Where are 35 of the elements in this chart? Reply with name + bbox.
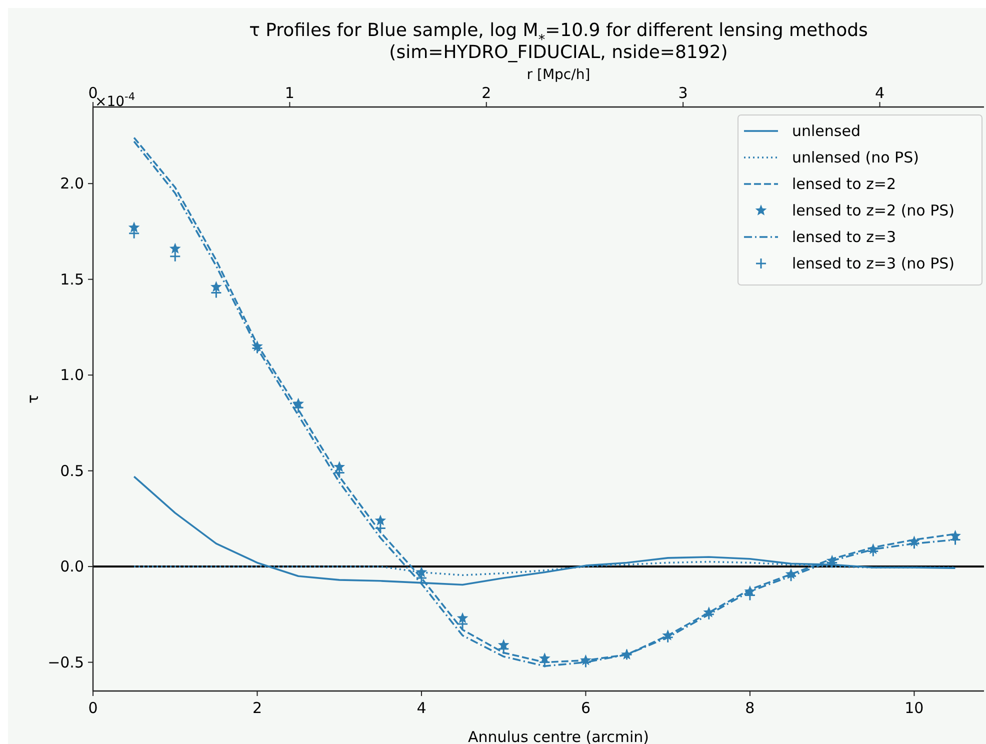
- legend-label: lensed to z=3: [792, 228, 896, 246]
- x2-tick-label: 4: [874, 84, 885, 102]
- point: [169, 242, 181, 254]
- point: [456, 612, 468, 624]
- x2-tick-label: 1: [284, 84, 294, 102]
- x-tick-label: 10: [904, 699, 924, 717]
- legend-label: unlensed (no PS): [792, 148, 919, 166]
- x-tick-label: 2: [252, 699, 262, 717]
- x-tick-label: 0: [88, 699, 98, 717]
- legend-label: unlensed: [792, 122, 860, 140]
- y-tick-label: 2.0: [60, 174, 84, 193]
- point: [169, 250, 181, 262]
- y-tick-label: 0.5: [60, 462, 84, 480]
- legend-label: lensed to z=3 (no PS): [792, 254, 955, 272]
- x-tick-label: 4: [416, 699, 426, 717]
- point: [416, 566, 428, 578]
- x2-tick-label: 0: [88, 84, 98, 102]
- y-tick-label: 0.0: [60, 558, 84, 576]
- y-axis-title: τ: [24, 394, 42, 404]
- legend-label: lensed to z=2: [792, 175, 896, 193]
- point: [334, 460, 346, 472]
- x-axis-title: Annulus centre (arcmin): [468, 728, 650, 744]
- y-tick-label: 1.0: [60, 366, 84, 384]
- x2-tick-label: 2: [482, 84, 492, 102]
- x-tick-label: 8: [745, 699, 755, 717]
- point: [210, 280, 222, 292]
- point: [128, 222, 140, 232]
- x2-axis-title: r [Mpc/h]: [526, 67, 590, 83]
- legend-label: lensed to z=2 (no PS): [792, 202, 955, 220]
- point: [374, 514, 386, 526]
- y-tick-label: −0.5: [48, 653, 84, 672]
- x2-tick-label: 3: [678, 84, 688, 102]
- x-tick-label: 6: [580, 699, 590, 717]
- y-tick-label: 1.5: [60, 270, 84, 288]
- point: [374, 522, 386, 534]
